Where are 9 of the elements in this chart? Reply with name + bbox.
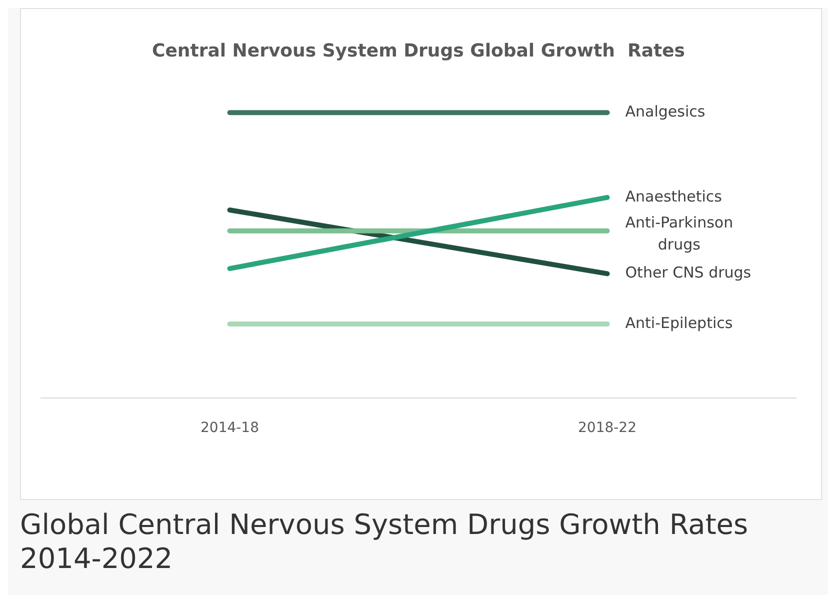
x-tick-label: 2018-22 [578, 420, 636, 436]
series-label: Anti-Parkinson drugs [625, 213, 734, 254]
chart-title: Central Nervous System Drugs Global Growth Rates [152, 40, 685, 62]
series-label: Anti-Epileptics [625, 314, 733, 332]
series-label: Analgesics [625, 102, 706, 120]
text: Global Central Nervous System Drugs Growth Rates 2014-2022 [20, 508, 750, 576]
x-tick-label: 2014-18 [200, 420, 259, 436]
series-label: Anaesthetics [625, 187, 722, 206]
series-label: Other CNS drugs [625, 264, 752, 282]
